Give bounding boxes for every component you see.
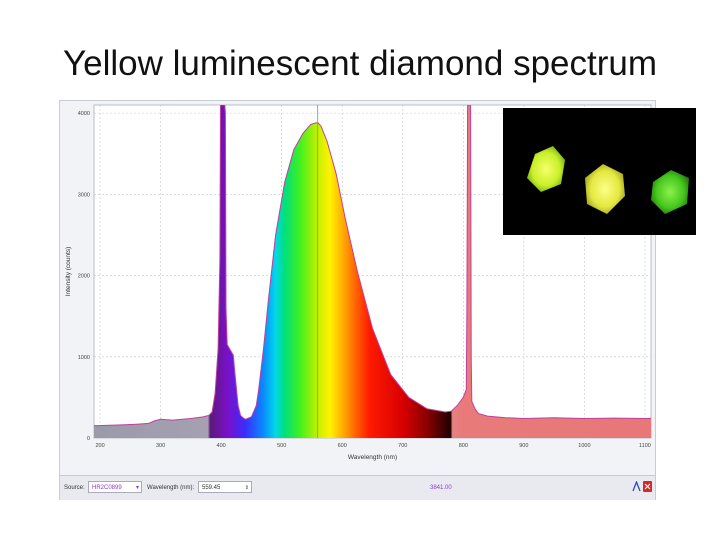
x-axis-label: Wavelength (nm): [348, 454, 397, 461]
source-label: Source:: [64, 485, 85, 491]
wavelength-value: 559.45: [202, 485, 221, 491]
y-axis-label: Intensity (counts): [65, 247, 72, 297]
x-tick-label: 1000: [578, 443, 590, 449]
stop-icon[interactable]: [643, 481, 652, 492]
source-select[interactable]: HR2C0899 ▾: [88, 481, 142, 493]
x-tick-label: 400: [217, 443, 226, 449]
yellow-diamond: [585, 164, 625, 214]
spinner-icon: ⇕: [244, 485, 249, 491]
y-tick-label: 0: [87, 436, 90, 442]
wavelength-label: Wavelength (nm):: [147, 485, 195, 491]
x-tick-label: 300: [156, 443, 165, 449]
y-tick-label: 1000: [78, 355, 90, 361]
x-tick-label: 900: [519, 443, 528, 449]
x-tick-label: 500: [277, 443, 286, 449]
yellow-green-diamond: [527, 146, 565, 192]
y-tick-label: 2000: [78, 274, 90, 280]
spectrum-area: [94, 105, 651, 438]
wavelength-input[interactable]: 559.45 ⇕: [198, 481, 252, 493]
green-diamond: [651, 170, 689, 214]
slide-title: Yellow luminescent diamond spectrum: [62, 44, 657, 83]
axis-ticks: 200 300 400 500 600 700 800 900 1000 1100 0 1000 200…: [78, 111, 651, 449]
chevron-down-icon: ▾: [135, 485, 139, 491]
spectrum-line: [94, 105, 651, 427]
source-value: HR2C0899: [92, 485, 122, 491]
autoscale-icon[interactable]: [632, 480, 641, 492]
x-tick-label: 200: [95, 443, 104, 449]
intensity-readout: 3841.00: [430, 485, 452, 491]
x-tick-label: 800: [459, 443, 468, 449]
x-tick-label: 700: [398, 443, 407, 449]
status-bar: Source: HR2C0899 ▾ Wavelength (nm): 559.…: [60, 475, 655, 500]
x-tick-label: 1100: [639, 443, 651, 449]
x-tick-label: 600: [338, 443, 347, 449]
y-tick-label: 3000: [78, 192, 90, 198]
diamond-photo-inset: [503, 108, 696, 235]
y-tick-label: 4000: [78, 111, 90, 117]
